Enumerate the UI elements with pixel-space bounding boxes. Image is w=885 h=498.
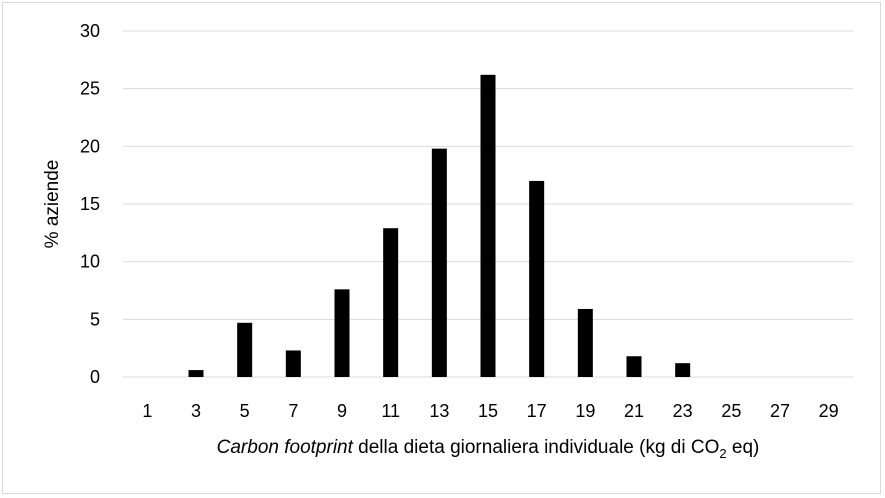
x-tick-label: 13 bbox=[429, 401, 449, 421]
y-tick-label: 25 bbox=[80, 79, 100, 99]
x-tick-label: 21 bbox=[624, 401, 644, 421]
y-tick-label: 0 bbox=[90, 367, 100, 387]
x-tick-label: 11 bbox=[381, 401, 400, 421]
x-tick-label: 17 bbox=[527, 401, 547, 421]
bar-11 bbox=[383, 228, 399, 377]
y-tick-label: 10 bbox=[80, 252, 100, 272]
bar-17 bbox=[529, 180, 545, 377]
y-tick-label: 20 bbox=[80, 136, 100, 156]
x-axis-title: Carbon footprint della dieta giornaliera… bbox=[217, 437, 760, 461]
bar-3 bbox=[188, 370, 204, 377]
bar-19 bbox=[577, 308, 593, 377]
x-tick-label: 7 bbox=[288, 401, 298, 421]
y-axis-title: % aziende bbox=[42, 160, 63, 249]
y-tick-label: 30 bbox=[80, 21, 100, 41]
x-tick-label: 3 bbox=[191, 401, 201, 421]
x-axis-title-italic: Carbon footprint bbox=[217, 437, 354, 458]
x-tick-label: 15 bbox=[478, 401, 498, 421]
bar-15 bbox=[480, 74, 496, 378]
x-tick-label: 23 bbox=[673, 401, 693, 421]
bar-23 bbox=[675, 363, 691, 377]
bar-9 bbox=[334, 289, 350, 377]
x-tick-label: 5 bbox=[240, 401, 250, 421]
y-tick-label: 5 bbox=[90, 309, 100, 329]
x-axis-ticks: 1 3 5 7 9 11 13 15 17 19 21 23 25 27 29 bbox=[142, 401, 838, 421]
x-tick-label: 29 bbox=[819, 401, 839, 421]
x-tick-label: 1 bbox=[142, 401, 152, 421]
bars bbox=[188, 74, 691, 378]
x-axis-title-subscript: 2 bbox=[719, 446, 726, 461]
x-axis-title-main: della dieta giornaliera individuale (kg … bbox=[353, 437, 719, 458]
y-tick-label: 15 bbox=[80, 194, 100, 214]
bar-5 bbox=[237, 322, 253, 377]
x-tick-label: 27 bbox=[770, 401, 790, 421]
x-tick-label: 19 bbox=[575, 401, 595, 421]
x-tick-label: 25 bbox=[721, 401, 741, 421]
bar-13 bbox=[431, 148, 447, 377]
bar-7 bbox=[285, 350, 301, 377]
y-axis-ticks: 0 5 10 15 20 25 30 bbox=[80, 21, 100, 387]
bar-21 bbox=[626, 356, 642, 377]
x-axis-title-end: eq) bbox=[727, 437, 760, 458]
x-tick-label: 9 bbox=[337, 401, 347, 421]
